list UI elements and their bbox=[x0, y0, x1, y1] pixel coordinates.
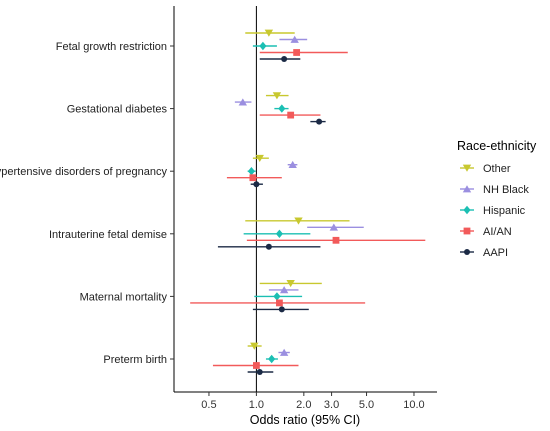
x-tick-label: 0.5 bbox=[201, 399, 216, 411]
outcome-label: Preterm birth bbox=[103, 354, 167, 366]
x-tick-label: 3.0 bbox=[324, 399, 339, 411]
legend-items: Other NH Black Hispanic AI/AN AAPI bbox=[460, 163, 529, 259]
point-ai-an bbox=[332, 236, 340, 244]
outcome-label: Intrauterine fetal demise bbox=[49, 229, 167, 241]
point-aapi bbox=[256, 369, 263, 375]
legend: Race-ethnicity Other NH Black Hispanic AI/A… bbox=[457, 139, 537, 259]
point-hispanic bbox=[275, 229, 283, 238]
legend-key-other bbox=[462, 164, 472, 172]
point-nh-black bbox=[279, 286, 289, 294]
x-tick-label: 1.0 bbox=[249, 399, 264, 411]
point-aapi bbox=[316, 118, 323, 125]
outcome-labels: Fetal growth restriction Gestational diab… bbox=[0, 41, 174, 366]
point-aapi bbox=[253, 181, 260, 188]
legend-label-other: Other bbox=[483, 163, 511, 175]
outcome-label: Fetal growth restriction bbox=[56, 41, 167, 53]
x-ticks: 0.5 1.0 2.0 3.0 5.0 10.0 bbox=[201, 392, 425, 411]
point-ai-an bbox=[249, 174, 257, 182]
point-hispanic bbox=[278, 104, 286, 113]
point-other bbox=[264, 29, 274, 37]
legend-key-aapi bbox=[464, 249, 470, 255]
point-other bbox=[294, 217, 303, 225]
point-nh-black bbox=[238, 98, 248, 106]
legend-label-aapi: AAPI bbox=[483, 247, 508, 259]
data-points bbox=[190, 29, 426, 375]
point-aapi bbox=[281, 56, 288, 62]
point-ai-an bbox=[252, 362, 260, 369]
legend-label-ai-an: AI/AN bbox=[483, 226, 512, 238]
point-ai-an bbox=[293, 49, 301, 56]
point-other bbox=[250, 342, 259, 350]
x-tick-label: 10.0 bbox=[403, 399, 424, 411]
point-hispanic bbox=[273, 292, 281, 301]
point-other bbox=[286, 280, 295, 288]
point-nh-black bbox=[290, 35, 299, 43]
legend-label-hispanic: Hispanic bbox=[483, 205, 526, 217]
axes bbox=[173, 6, 437, 393]
x-tick-label: 5.0 bbox=[359, 399, 374, 411]
point-aapi bbox=[265, 243, 272, 250]
point-other bbox=[255, 154, 264, 162]
x-axis-title: Odds ratio (95% CI) bbox=[250, 413, 360, 427]
point-ai-an bbox=[287, 111, 295, 119]
point-ai-an bbox=[276, 299, 283, 307]
point-nh-black bbox=[288, 160, 297, 169]
legend-key-nh-black bbox=[462, 185, 472, 193]
point-nh-black bbox=[279, 348, 289, 356]
x-tick-label: 2.0 bbox=[296, 399, 311, 411]
point-nh-black bbox=[329, 223, 339, 231]
point-other bbox=[272, 92, 282, 100]
outcome-label: Hypertensive disorders of pregnancy bbox=[0, 166, 167, 178]
point-hispanic bbox=[259, 41, 267, 51]
point-hispanic bbox=[268, 354, 276, 364]
outcome-label: Maternal mortality bbox=[80, 291, 168, 303]
legend-key-ai-an bbox=[463, 227, 471, 235]
legend-title: Race-ethnicity bbox=[457, 139, 537, 153]
legend-label-nh-black: NH Black bbox=[483, 184, 529, 196]
legend-key-hispanic bbox=[463, 205, 471, 215]
point-aapi bbox=[278, 306, 285, 313]
outcome-label: Gestational diabetes bbox=[67, 104, 168, 116]
point-hispanic bbox=[247, 167, 255, 176]
